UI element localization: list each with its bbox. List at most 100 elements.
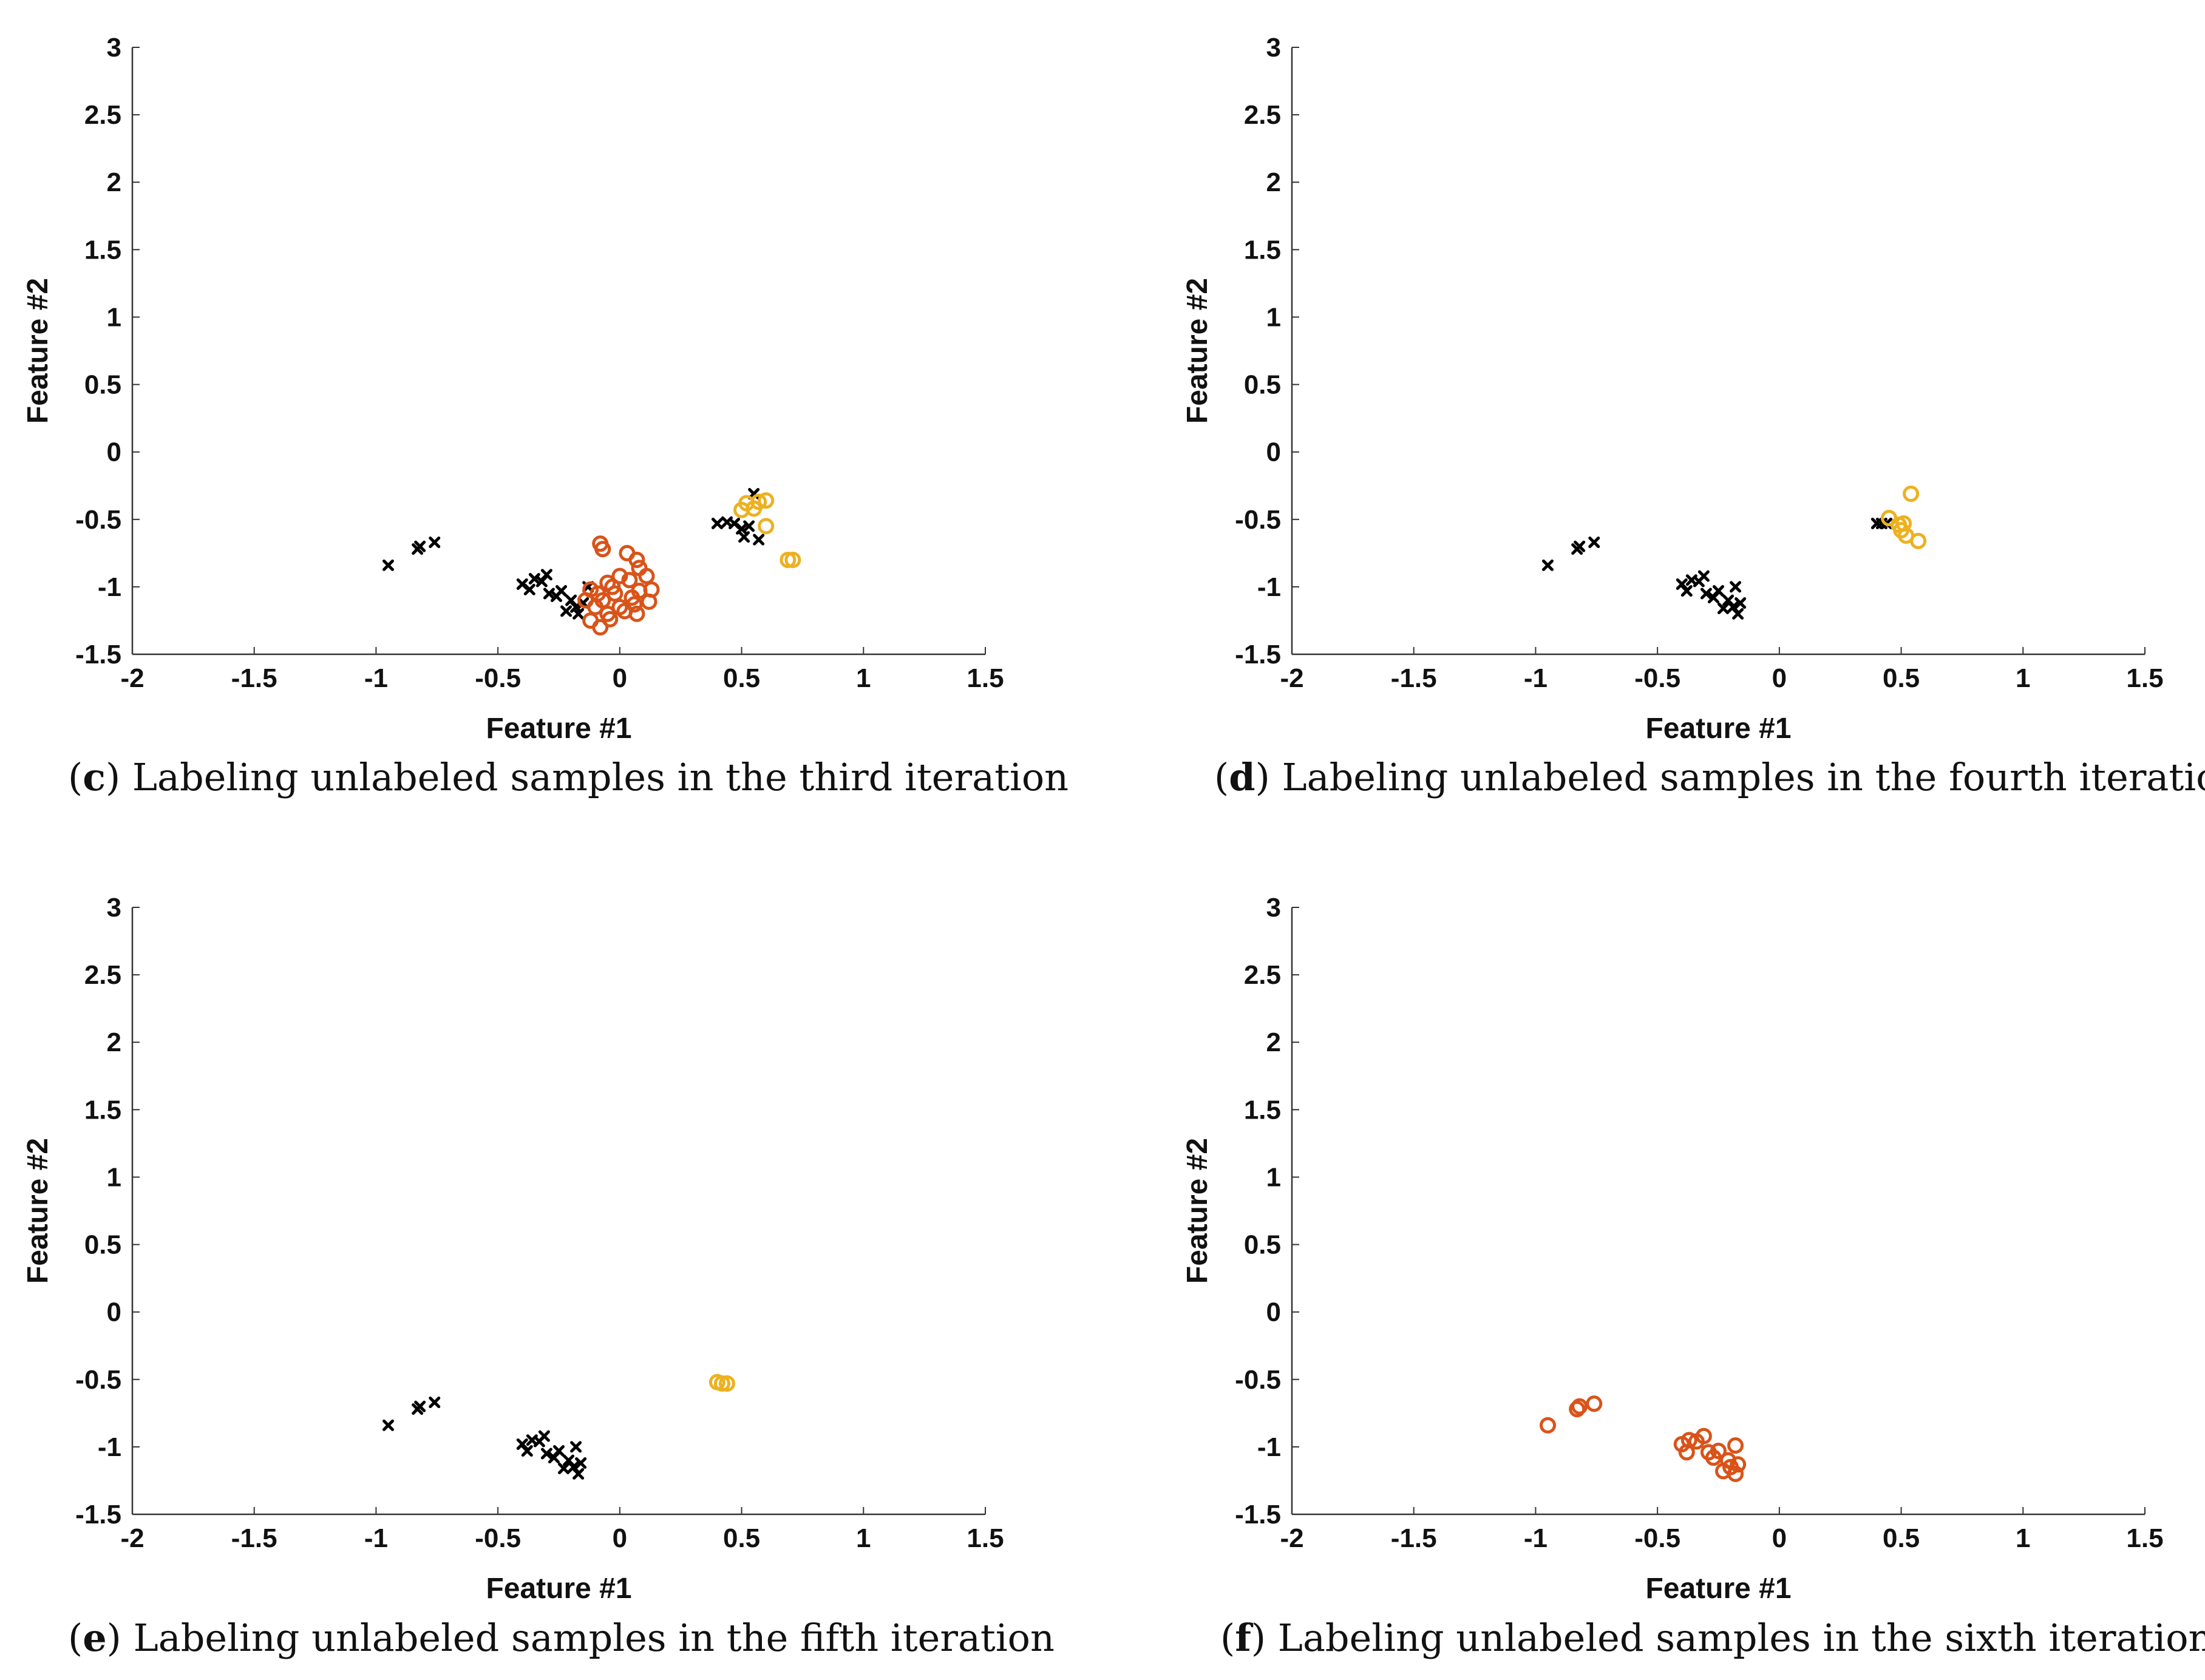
panel-f-xtick-label: -1 xyxy=(1524,1523,1548,1553)
panel-e-point-o xyxy=(718,1375,735,1392)
panel-d-point-x xyxy=(1730,581,1742,593)
panel-e-xtick-label: 0.5 xyxy=(723,1523,760,1553)
panel-f-point-o xyxy=(1727,1465,1744,1482)
panel-f-xtick-label: 0 xyxy=(1772,1523,1787,1553)
panel-c-xlabel: Feature #1 xyxy=(486,713,631,745)
panel-f-caption: (f) Labeling unlabeled samples in the si… xyxy=(1220,1616,2205,1660)
panel-f-ylabel: Feature #2 xyxy=(1181,1138,1214,1284)
panel-c-point-o xyxy=(750,493,767,510)
panel-f-xtick-label: 1.5 xyxy=(2126,1523,2163,1553)
panel-e: -2 -1.5 -1 -0.5 0 0.5 1 1.5-1.5-1-0.500.511.522… xyxy=(22,893,1055,1660)
panel-c-point-x xyxy=(414,540,426,552)
panel-e-point-x xyxy=(382,1419,394,1431)
panel-e-ytick-label: 0 xyxy=(107,1298,121,1327)
panel-c-point-x xyxy=(743,520,755,532)
panel-d-xlabel: Feature #1 xyxy=(1645,713,1791,745)
panel-c-series-class-yellow xyxy=(733,492,801,568)
panel-c-point-x xyxy=(429,537,441,549)
panel-d-series-unlabeled xyxy=(1542,517,1892,620)
panel-c-point-o xyxy=(602,611,619,628)
panel-f-ytick-label: -0.5 xyxy=(1235,1365,1281,1395)
panel-e-ytick-label: 2 xyxy=(107,1028,121,1057)
panel-c-point-x xyxy=(738,531,750,543)
panel-d-xtick-label: 1 xyxy=(2016,663,2030,693)
panel-c-point-o xyxy=(621,572,638,589)
panel-c-point-x xyxy=(382,559,394,571)
panel-e-point-x xyxy=(570,1441,582,1453)
panel-c-xtick-label: 0 xyxy=(613,663,627,693)
panel-c-caption-letter: c xyxy=(83,755,106,799)
panel-c-point-o xyxy=(611,567,628,584)
panel-f-point-o xyxy=(1586,1395,1603,1412)
panel-e-xtick-label: -0.5 xyxy=(475,1523,521,1553)
panel-d-point-x xyxy=(1574,540,1586,552)
panel-c-point-x xyxy=(560,605,572,617)
panel-e-ylabel: Feature #2 xyxy=(22,1138,54,1284)
panel-f-caption-text: Labeling unlabeled samples in the sixth … xyxy=(1278,1616,2205,1660)
panel-d-point-x xyxy=(1717,602,1730,614)
panel-d-xtick-label: -1.5 xyxy=(1391,663,1437,693)
panel-c-point-x xyxy=(523,583,535,595)
panel-d-caption-text: Labeling unlabeled samples in the fourth… xyxy=(1282,755,2205,799)
panel-f-point-o xyxy=(1540,1417,1556,1434)
panel-f-xtick-label: 1 xyxy=(2016,1523,2030,1553)
panel-d-caption-letter: d xyxy=(1229,755,1255,799)
panel-e-ytick-label: -1.5 xyxy=(75,1500,121,1529)
panel-d-xtick-label: 0 xyxy=(1772,663,1787,693)
panel-e-caption-letter: e xyxy=(83,1616,106,1660)
panel-c-xtick-label: 0.5 xyxy=(723,663,760,693)
panel-c-point-o xyxy=(758,492,775,509)
panel-f-xlabel: Feature #1 xyxy=(1645,1573,1791,1605)
panel-d-xtick-label: -1 xyxy=(1524,663,1548,693)
panel-e-xtick-label: -1.5 xyxy=(231,1523,277,1553)
panel-c-point-o xyxy=(626,596,643,613)
panel-c-point-o xyxy=(640,593,657,610)
panel-e-point-x xyxy=(414,1400,426,1412)
panel-e-point-x xyxy=(558,1462,570,1474)
panel-d-ytick-label: 2.5 xyxy=(1244,100,1281,130)
panel-f-ytick-label: 2.5 xyxy=(1244,960,1281,990)
panel-d-ytick-label: 0.5 xyxy=(1244,370,1281,400)
panel-e-xtick-label: 0 xyxy=(613,1523,627,1553)
panel-e-xtick-label: -2 xyxy=(120,1523,144,1553)
panel-f-point-o xyxy=(1695,1428,1712,1445)
panel-d-point-x xyxy=(1732,608,1744,620)
panel-f-ytick-label: -1 xyxy=(1257,1432,1281,1462)
panel-d: -2 -1.5 -1 -0.5 0 0.5 1 1.5-1.5-1-0.500.511.522… xyxy=(1181,33,2205,799)
panel-e-xtick-label: -1 xyxy=(364,1523,388,1553)
panel-c-xtick-label: -2 xyxy=(120,663,144,693)
panel-c-point-o xyxy=(631,583,648,600)
panel-f-point-o xyxy=(1569,1401,1586,1418)
panel-c-xtick-label: -1.5 xyxy=(231,663,277,693)
panel-c-point-o xyxy=(582,612,599,629)
panel-d-xtick-label: 0.5 xyxy=(1883,663,1920,693)
panel-f-ytick-label: 3 xyxy=(1266,893,1281,923)
panel-d-ylabel: Feature #2 xyxy=(1181,278,1214,424)
panel-e-xtick-label: 1 xyxy=(856,1523,871,1553)
panel-e-caption: (e) Labeling unlabeled samples in the fi… xyxy=(68,1616,1055,1660)
panel-d-point-o xyxy=(1910,532,1927,549)
panel-c-point-x xyxy=(555,585,568,597)
panel-c-point-x xyxy=(753,533,765,546)
panel-c-point-o xyxy=(604,578,621,595)
panel-e-ytick-label: -1 xyxy=(98,1432,121,1462)
panel-c-ytick-label: 2 xyxy=(107,168,121,197)
panel-c-ytick-label: 3 xyxy=(107,33,121,63)
panel-e-point-o xyxy=(713,1375,730,1392)
panel-d-point-x xyxy=(1697,570,1710,582)
panel-c-series-class-orange xyxy=(577,535,660,636)
panel-f-point-o xyxy=(1680,1432,1697,1449)
panel-c-point-x xyxy=(572,608,585,620)
panel-d-series-class-yellow xyxy=(1881,486,1927,549)
panel-c-point-o xyxy=(589,585,606,602)
panel-d-ytick-label: 3 xyxy=(1266,33,1281,63)
panel-e-point-x xyxy=(553,1445,565,1457)
panel-e-ytick-label: 1 xyxy=(107,1162,121,1192)
panel-f-point-o xyxy=(1730,1456,1747,1473)
panel-f-ytick-label: 1 xyxy=(1266,1162,1281,1192)
panel-c-ytick-label: 0.5 xyxy=(84,370,121,400)
panel-c-point-o xyxy=(780,551,797,568)
panel-e-xtick-label: 1.5 xyxy=(967,1523,1004,1553)
panel-c-point-o xyxy=(758,518,775,535)
